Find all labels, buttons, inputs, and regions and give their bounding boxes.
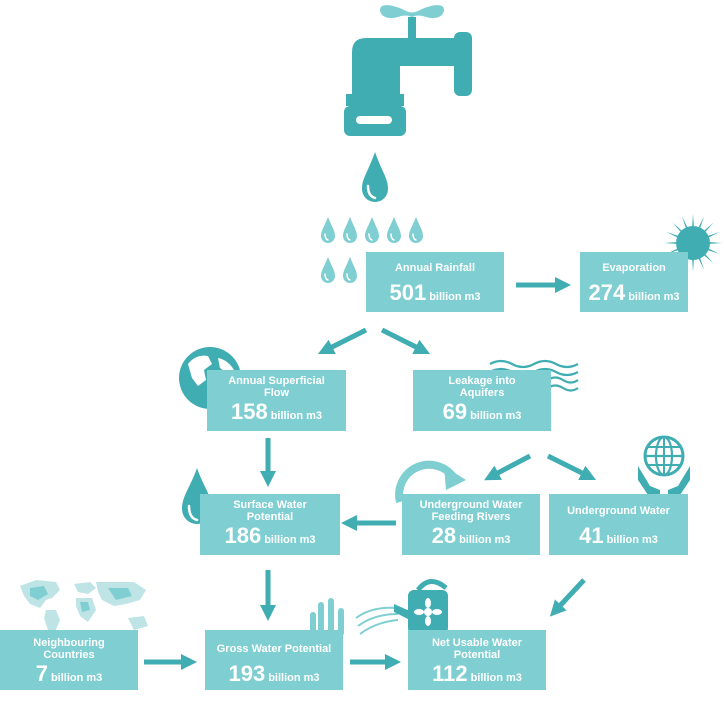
node-unit: billion m3 xyxy=(470,672,522,684)
node-number: 186 xyxy=(224,523,262,548)
watering-can-icon xyxy=(355,579,448,635)
arrow-rainfall-leakage xyxy=(380,327,431,355)
node-unit: billion m3 xyxy=(429,291,481,303)
node-unit: billion m3 xyxy=(268,672,320,684)
node-number: 28 xyxy=(431,523,457,548)
node-value: 158 billion m3 xyxy=(207,399,346,425)
node-leakage-into-aquifers: Leakage into Aquifers 69 billion m3 xyxy=(413,370,551,431)
cycle-arrow-icon xyxy=(395,460,466,503)
node-value: 41 billion m3 xyxy=(549,523,688,549)
arrow-underground-net xyxy=(549,578,586,617)
hands-globe-icon xyxy=(638,435,690,498)
faucet-icon xyxy=(344,5,472,136)
node-unit: billion m3 xyxy=(606,534,658,546)
arrow-leakage-underground xyxy=(546,453,597,481)
node-underground-water: Underground Water 41 billion m3 xyxy=(549,494,688,555)
node-unit: billion m3 xyxy=(628,291,680,303)
water-drop-icon xyxy=(362,152,388,202)
node-number: 112 xyxy=(432,661,468,686)
node-net-usable-water-potential: Net Usable Water Potential 112 billion m3 xyxy=(408,630,546,690)
arrow-leakage-feeding xyxy=(484,453,532,481)
node-annual-rainfall: Annual Rainfall 501 billion m3 xyxy=(366,252,504,312)
node-number: 274 xyxy=(588,280,626,305)
node-value: 186 billion m3 xyxy=(200,523,340,549)
node-number: 158 xyxy=(230,399,268,424)
node-underground-water-feeding-rivers: Underground Water Feeding Rivers 28 billi… xyxy=(402,494,540,555)
node-evaporation: Evaporation 274 billion m3 xyxy=(580,252,688,312)
node-unit: billion m3 xyxy=(264,534,316,546)
node-value: 112 billion m3 xyxy=(408,661,546,687)
node-neighbouring-countries: Neighbouring Countries 7 billion m3 xyxy=(0,630,138,690)
node-label: Annual Superficial Flow xyxy=(228,375,325,399)
node-number: 69 xyxy=(442,399,468,424)
sun-icon xyxy=(651,201,724,285)
node-number: 193 xyxy=(228,661,266,686)
node-number: 501 xyxy=(389,280,427,305)
node-value: 501 billion m3 xyxy=(366,280,504,306)
node-gross-water-potential: Gross Water Potential 193 billion m3 xyxy=(205,630,343,690)
node-label: Underground Water xyxy=(567,505,670,517)
node-value: 69 billion m3 xyxy=(413,399,551,425)
node-label: Evaporation xyxy=(602,262,666,274)
node-value: 7 billion m3 xyxy=(0,661,138,687)
node-unit: billion m3 xyxy=(470,410,522,422)
node-unit: billion m3 xyxy=(270,410,323,422)
node-value: 28 billion m3 xyxy=(402,523,540,549)
node-surface-water-potential: Surface Water Potential 186 billion m3 xyxy=(200,494,340,555)
node-label: Annual Rainfall xyxy=(394,262,476,274)
node-unit: billion m3 xyxy=(459,534,511,546)
world-map-icon xyxy=(20,580,148,634)
node-label: Surface Water Potential xyxy=(233,499,307,523)
node-label: Gross Water Potential xyxy=(216,643,332,655)
node-label: Leakage into Aquifers xyxy=(448,375,516,399)
arrow-rainfall-superficial xyxy=(317,327,368,355)
node-label: Underground Water Feeding Rivers xyxy=(419,499,523,523)
node-value: 193 billion m3 xyxy=(205,661,343,687)
node-label: Net Usable Water Potential xyxy=(431,637,523,661)
node-value: 274 billion m3 xyxy=(580,280,688,306)
node-number: 7 xyxy=(35,661,48,686)
node-label: Neighbouring Countries xyxy=(33,637,105,661)
node-number: 41 xyxy=(579,523,604,548)
node-unit: billion m3 xyxy=(50,672,103,684)
node-annual-superficial-flow: Annual Superficial Flow 158 billion m3 xyxy=(207,370,346,431)
